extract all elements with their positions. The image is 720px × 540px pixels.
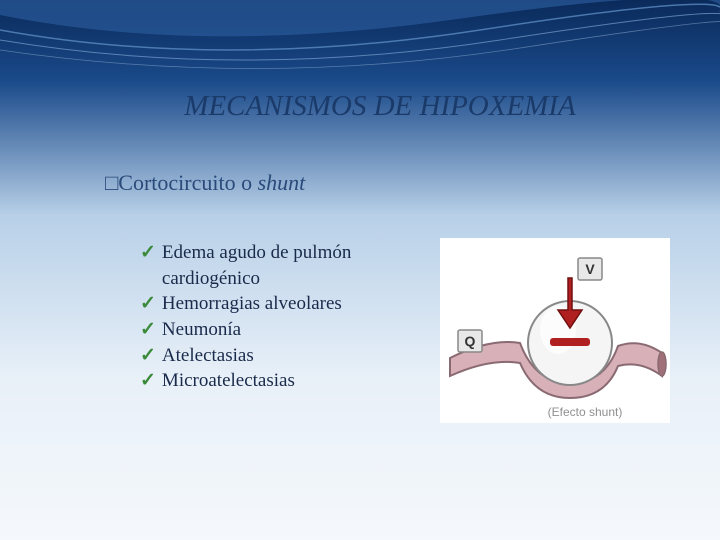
shunt-diagram: V Q (Efecto shunt) <box>440 238 670 423</box>
list-item: ✓ Edema agudo de pulmóncardiogénico <box>140 240 351 291</box>
list-item: ✓ Atelectasias <box>140 343 351 369</box>
list-item: ✓ Neumonía <box>140 317 351 343</box>
list-item-text: Neumonía <box>162 317 241 343</box>
check-icon: ✓ <box>140 368 156 394</box>
label-q: Q <box>465 333 476 349</box>
check-icon: ✓ <box>140 240 156 266</box>
subtitle-prefix: Cortocircuito o <box>118 170 257 195</box>
subtitle-italic: shunt <box>258 170 306 195</box>
list-item-text: Hemorragias alveolares <box>162 291 342 317</box>
check-icon: ✓ <box>140 343 156 369</box>
list-item-text: Atelectasias <box>162 343 254 369</box>
check-icon: ✓ <box>140 291 156 317</box>
list-item: ✓ Microatelectasias <box>140 368 351 394</box>
diagram-caption: (Efecto shunt) <box>548 405 623 419</box>
list-item-text: Microatelectasias <box>162 368 295 394</box>
subtitle: □Cortocircuito o shunt <box>105 170 305 196</box>
bullet-list: ✓ Edema agudo de pulmóncardiogénico ✓ He… <box>140 240 351 394</box>
list-item-text: Edema agudo de pulmóncardiogénico <box>162 240 351 291</box>
list-item: ✓ Hemorragias alveolares <box>140 291 351 317</box>
label-v: V <box>585 261 595 277</box>
page-title: MECANISMOS DE HIPOXEMIA <box>110 90 650 123</box>
check-icon: ✓ <box>140 317 156 343</box>
background-swoosh <box>0 0 720 100</box>
subtitle-bullet: □ <box>105 170 118 195</box>
